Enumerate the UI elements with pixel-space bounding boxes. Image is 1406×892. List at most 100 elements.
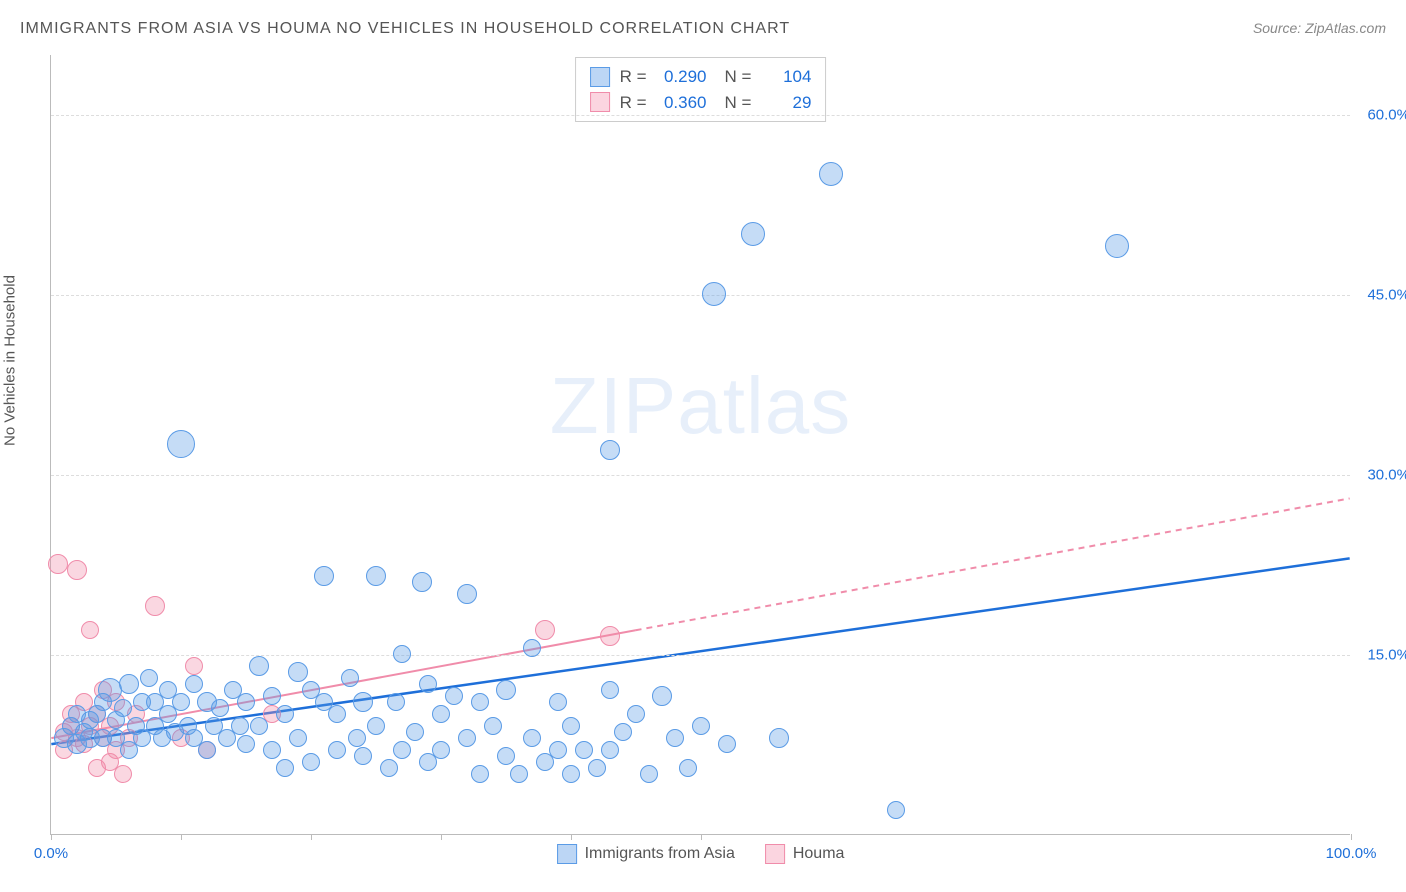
scatter-point-asia xyxy=(98,678,122,702)
scatter-point-asia xyxy=(412,572,432,592)
x-tick-label: 100.0% xyxy=(1326,845,1377,862)
swatch-houma-bottom xyxy=(765,844,785,864)
gridline-horizontal xyxy=(51,295,1350,296)
scatter-point-asia xyxy=(354,747,372,765)
scatter-point-asia xyxy=(497,747,515,765)
scatter-point-asia xyxy=(185,675,203,693)
scatter-point-asia xyxy=(314,566,334,586)
x-tick-mark xyxy=(51,834,52,840)
scatter-point-asia xyxy=(445,687,463,705)
x-tick-mark xyxy=(441,834,442,840)
scatter-point-asia xyxy=(575,741,593,759)
scatter-point-houma xyxy=(535,620,555,640)
scatter-point-asia xyxy=(562,717,580,735)
scatter-point-asia xyxy=(652,686,672,706)
x-tick-mark xyxy=(701,834,702,840)
gridline-horizontal xyxy=(51,115,1350,116)
scatter-point-asia xyxy=(432,705,450,723)
y-tick-label: 30.0% xyxy=(1367,467,1406,484)
y-axis-label: No Vehicles in Household xyxy=(2,275,19,446)
swatch-houma xyxy=(590,92,610,112)
scatter-point-asia xyxy=(702,282,726,306)
bottom-legend: Immigrants from Asia Houma xyxy=(557,844,845,864)
scatter-point-asia xyxy=(348,729,366,747)
scatter-point-houma xyxy=(67,560,87,580)
scatter-point-houma xyxy=(114,765,132,783)
scatter-point-houma xyxy=(81,621,99,639)
scatter-point-asia xyxy=(562,765,580,783)
scatter-point-asia xyxy=(601,681,619,699)
scatter-point-asia xyxy=(406,723,424,741)
legend-label-asia: Immigrants from Asia xyxy=(585,845,735,863)
scatter-point-asia xyxy=(457,584,477,604)
scatter-point-asia xyxy=(302,753,320,771)
scatter-point-asia xyxy=(640,765,658,783)
scatter-point-asia xyxy=(276,759,294,777)
scatter-point-asia xyxy=(366,566,386,586)
stats-legend: R = 0.290 N = 104 R = 0.360 N = 29 xyxy=(575,57,827,122)
scatter-point-houma xyxy=(145,596,165,616)
swatch-asia-bottom xyxy=(557,844,577,864)
scatter-point-asia xyxy=(393,645,411,663)
scatter-point-houma xyxy=(185,657,203,675)
y-tick-label: 45.0% xyxy=(1367,287,1406,304)
legend-label-houma: Houma xyxy=(793,845,845,863)
scatter-point-asia xyxy=(237,693,255,711)
scatter-point-asia xyxy=(819,162,843,186)
scatter-point-asia xyxy=(367,717,385,735)
scatter-point-asia xyxy=(471,765,489,783)
x-tick-mark xyxy=(571,834,572,840)
chart-title: IMMIGRANTS FROM ASIA VS HOUMA NO VEHICLE… xyxy=(20,20,790,38)
legend-item-asia: Immigrants from Asia xyxy=(557,844,735,864)
scatter-point-asia xyxy=(471,693,489,711)
scatter-point-asia xyxy=(288,662,308,682)
scatter-point-asia xyxy=(458,729,476,747)
scatter-point-asia xyxy=(549,693,567,711)
scatter-point-asia xyxy=(679,759,697,777)
scatter-point-asia xyxy=(393,741,411,759)
scatter-point-asia xyxy=(119,674,139,694)
x-tick-mark xyxy=(311,834,312,840)
scatter-point-asia xyxy=(484,717,502,735)
scatter-point-asia xyxy=(614,723,632,741)
plot-area: ZIPatlas R = 0.290 N = 104 R = 0.360 N =… xyxy=(50,55,1350,835)
watermark: ZIPatlas xyxy=(550,360,851,452)
scatter-point-asia xyxy=(600,440,620,460)
scatter-point-asia xyxy=(692,717,710,735)
y-tick-label: 60.0% xyxy=(1367,107,1406,124)
scatter-point-asia xyxy=(588,759,606,777)
x-tick-mark xyxy=(1351,834,1352,840)
scatter-point-asia xyxy=(496,680,516,700)
scatter-point-asia xyxy=(353,692,373,712)
scatter-point-asia xyxy=(140,669,158,687)
swatch-asia xyxy=(590,67,610,87)
scatter-point-asia xyxy=(249,656,269,676)
scatter-point-asia xyxy=(887,801,905,819)
stats-row-asia: R = 0.290 N = 104 xyxy=(590,64,812,90)
scatter-point-asia xyxy=(523,729,541,747)
scatter-point-asia xyxy=(250,717,268,735)
scatter-point-asia xyxy=(523,639,541,657)
scatter-point-houma xyxy=(600,626,620,646)
scatter-point-asia xyxy=(741,222,765,246)
x-tick-mark xyxy=(181,834,182,840)
scatter-point-asia xyxy=(263,741,281,759)
scatter-point-asia xyxy=(1105,234,1129,258)
gridline-horizontal xyxy=(51,655,1350,656)
scatter-point-asia xyxy=(289,729,307,747)
scatter-point-asia xyxy=(387,693,405,711)
scatter-point-asia xyxy=(341,669,359,687)
gridline-horizontal xyxy=(51,475,1350,476)
scatter-point-asia xyxy=(211,699,229,717)
y-tick-label: 15.0% xyxy=(1367,647,1406,664)
scatter-point-asia xyxy=(432,741,450,759)
scatter-point-asia xyxy=(276,705,294,723)
scatter-point-asia xyxy=(380,759,398,777)
scatter-point-asia xyxy=(263,687,281,705)
scatter-point-houma xyxy=(48,554,68,574)
scatter-point-asia xyxy=(549,741,567,759)
legend-item-houma: Houma xyxy=(765,844,845,864)
scatter-point-asia xyxy=(419,675,437,693)
source-attribution: Source: ZipAtlas.com xyxy=(1253,20,1386,36)
x-tick-label: 0.0% xyxy=(34,845,68,862)
